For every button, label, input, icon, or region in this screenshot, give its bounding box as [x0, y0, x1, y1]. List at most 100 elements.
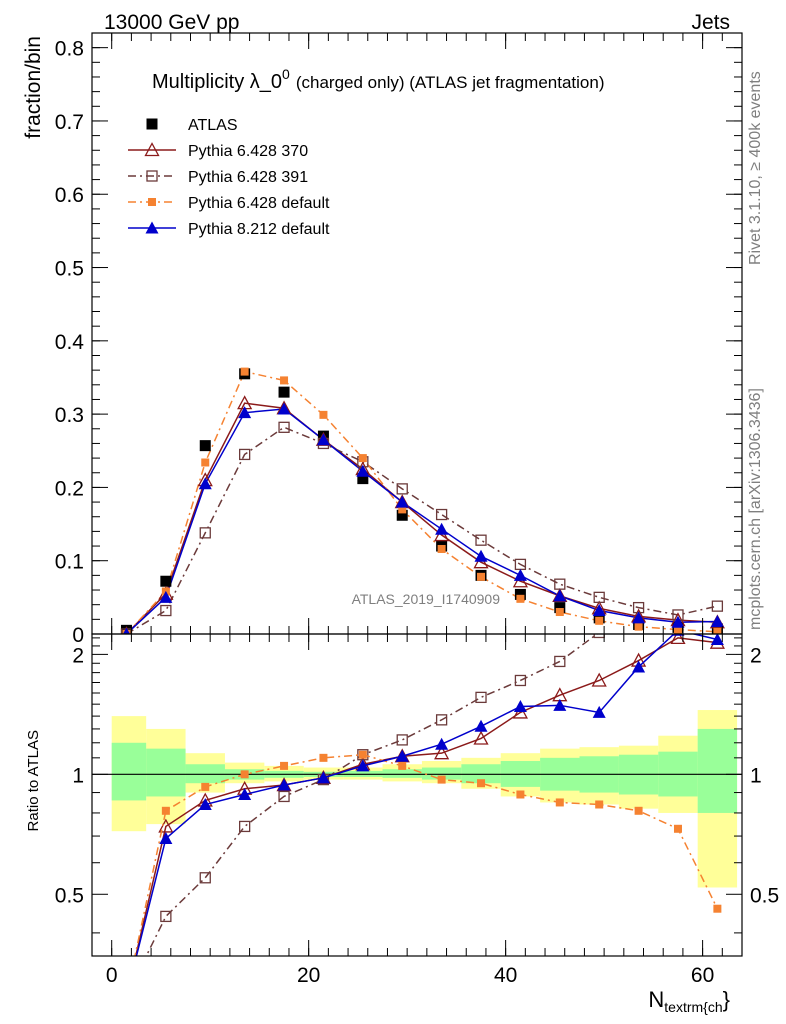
ratio-point-pythia-6-428-default — [280, 761, 289, 770]
plot-title: Multiplicity λ_00 (charged only) (ATLAS j… — [152, 66, 605, 93]
ratio-point-pythia-6-428-default — [398, 761, 407, 770]
ratio-point-pythia-6-428-370 — [434, 745, 450, 760]
ratio-series-group — [134, 634, 725, 956]
point-pythia-8-212-default — [122, 627, 130, 634]
ratio-y-tick-label: 1 — [72, 764, 84, 787]
legend-label: Pythia 6.428 default — [188, 195, 330, 212]
ratio-point-pythia-6-428-default — [240, 770, 249, 779]
ratio-y-tick-label: 0.5 — [55, 884, 84, 907]
point-pythia-8-212-default — [592, 604, 606, 617]
energy-label: 13000 GeV pp — [104, 11, 239, 34]
y-axis-label-main: fraction/bin — [22, 36, 45, 139]
ratio-y-tick-label-right: 0.5 — [750, 884, 779, 907]
ratio-point-pythia-8-212-default — [592, 705, 606, 718]
x-tick-label: 0 — [106, 964, 118, 987]
point-atlas — [357, 473, 369, 485]
ratio-point-pythia-6-428-391 — [278, 790, 290, 803]
point-pythia-8-212-default — [671, 615, 685, 628]
ratio-point-pythia-6-428-default — [634, 806, 643, 815]
x-tick-label: 20 — [297, 964, 320, 987]
point-atlas — [160, 575, 172, 587]
point-pythia-8-212-default — [632, 611, 646, 624]
point-pythia-6-428-default — [555, 608, 564, 617]
ratio-y-tick-label: 2 — [72, 644, 84, 667]
ratio-point-pythia-6-428-default — [161, 806, 170, 815]
x-axis-label-tail: } — [723, 987, 730, 1012]
point-pythia-8-212-default — [198, 477, 212, 490]
legend-marker — [145, 221, 159, 234]
legend-marker — [146, 170, 158, 182]
legend: ATLAS Pythia 6.428 370 Pythia 6.428 391 Pyt… — [128, 117, 330, 238]
point-pythia-6-428-default — [477, 572, 486, 581]
point-pythia-6-428-391 — [239, 448, 251, 461]
series-line-pythia-6-428-370 — [125, 402, 718, 634]
analysis-watermark: ATLAS_2019_I1740909 — [352, 591, 501, 607]
process-label: Jets — [691, 11, 730, 34]
main-plot-panel: 0 0.1 0.2 0.3 0.4 0.5 0.6 0.7 0.8 — [55, 32, 743, 647]
x-axis-label-main: N — [648, 987, 664, 1012]
ratio-point-pythia-8-212-default — [553, 698, 567, 711]
ratio-point-pythia-6-428-391 — [160, 910, 172, 923]
point-pythia-6-428-391 — [475, 534, 487, 546]
point-pythia-8-212-default — [435, 522, 449, 535]
point-atlas — [199, 440, 211, 452]
ratio-point-pythia-8-212-default — [632, 660, 646, 673]
point-pythia-6-428-default — [280, 376, 289, 385]
ratio-frame — [91, 633, 743, 957]
ratio-y-tick-label-right: 2 — [750, 644, 762, 667]
ratio-point-pythia-6-428-391 — [239, 820, 251, 833]
point-pythia-6-428-391 — [711, 600, 724, 612]
legend-label: Pythia 6.428 370 — [188, 143, 308, 160]
legend-label: Pythia 8.212 default — [188, 221, 330, 238]
point-pythia-6-428-default — [634, 622, 643, 631]
y-tick-label: 0.7 — [55, 111, 84, 134]
point-pythia-6-428-default — [713, 627, 722, 634]
x-axis-label-subscript: textrm{ch — [664, 999, 722, 1015]
mcplots-reference-label: mcplots.cern.ch [arXiv:1306.3436] — [747, 388, 764, 630]
ratio-point-pythia-6-428-370 — [591, 672, 607, 687]
point-pythia-6-428-default — [437, 544, 446, 553]
ratio-line-pythia-8-212-default — [135, 634, 718, 956]
ratio-point-pythia-8-212-default — [474, 719, 488, 732]
legend-label: Pythia 6.428 391 — [188, 169, 308, 186]
ratio-point-pythia-6-428-default — [477, 779, 486, 788]
y-axis-label-ratio: Ratio to ATLAS — [25, 730, 42, 831]
rivet-version-label: Rivet 3.1.10, ≥ 400k events — [747, 71, 764, 265]
ratio-point-pythia-6-428-391 — [514, 674, 527, 687]
point-pythia-8-212-default — [238, 406, 252, 419]
ratio-point-pythia-8-212-default — [316, 771, 330, 784]
plot-title-main: Multiplicity λ_0 — [152, 71, 282, 93]
ratio-point-pythia-6-428-370 — [473, 730, 489, 745]
ratio-point-pythia-8-212-default — [435, 737, 449, 750]
series-line-pythia-8-212-default — [125, 408, 718, 634]
uncertainty-band-green — [185, 764, 225, 784]
point-pythia-6-428-default — [516, 594, 525, 603]
ratio-point-pythia-6-428-default — [673, 824, 682, 833]
ratio-point-pythia-6-428-370 — [670, 634, 686, 645]
x-tick-label: 40 — [494, 964, 517, 987]
legend-marker — [146, 118, 158, 130]
ratio-point-pythia-6-428-391 — [593, 634, 605, 639]
plot-title-rest: (charged only) (ATLAS jet fragmentation) — [296, 73, 605, 92]
ratio-point-pythia-6-428-default — [595, 800, 604, 809]
point-pythia-6-428-391 — [435, 508, 448, 521]
uncertainty-band-green — [146, 748, 186, 797]
ratio-point-pythia-8-212-default — [356, 759, 370, 772]
ratio-point-pythia-6-428-391 — [396, 734, 408, 746]
ratio-point-pythia-6-428-391 — [554, 655, 566, 668]
y-tick-label: 0 — [72, 624, 84, 647]
series-line-pythia-6-428-default — [125, 370, 718, 634]
point-atlas — [396, 509, 408, 521]
x-tick-label: 60 — [691, 964, 714, 987]
main-series-group — [120, 367, 725, 634]
point-pythia-6-428-default — [358, 454, 367, 463]
point-atlas — [278, 386, 290, 398]
y-tick-label: 0.4 — [55, 331, 85, 354]
y-tick-label: 0.2 — [55, 477, 84, 500]
ratio-point-pythia-8-212-default — [513, 699, 527, 712]
ratio-y-tick-label-right: 1 — [750, 764, 762, 787]
legend-label: ATLAS — [188, 117, 238, 134]
point-pythia-8-212-default — [316, 433, 330, 446]
point-pythia-8-212-default — [356, 464, 370, 477]
